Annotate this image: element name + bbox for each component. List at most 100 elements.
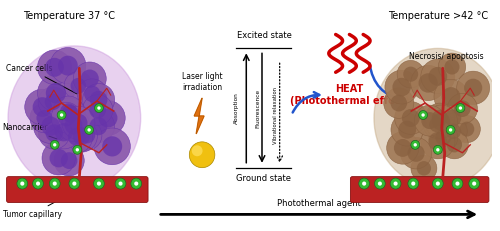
Circle shape — [72, 182, 76, 186]
Circle shape — [90, 91, 108, 109]
FancyBboxPatch shape — [350, 177, 489, 203]
Circle shape — [50, 149, 68, 167]
Text: Excited state: Excited state — [236, 31, 292, 40]
Circle shape — [436, 129, 451, 146]
Circle shape — [46, 124, 63, 142]
Circle shape — [362, 182, 366, 186]
Circle shape — [400, 137, 432, 169]
Circle shape — [20, 182, 24, 186]
Circle shape — [448, 93, 478, 124]
Circle shape — [17, 178, 28, 189]
Circle shape — [34, 109, 68, 143]
Circle shape — [70, 114, 87, 132]
Circle shape — [46, 83, 66, 103]
Circle shape — [60, 103, 78, 121]
Circle shape — [91, 100, 125, 135]
Circle shape — [38, 75, 74, 112]
Circle shape — [384, 88, 414, 118]
Circle shape — [70, 78, 86, 94]
Circle shape — [54, 145, 84, 176]
Circle shape — [425, 103, 454, 133]
Circle shape — [30, 103, 59, 133]
Circle shape — [414, 105, 445, 136]
Text: Photothermal agent: Photothermal agent — [277, 199, 361, 208]
Circle shape — [24, 89, 60, 125]
Circle shape — [64, 71, 92, 100]
Circle shape — [374, 178, 386, 189]
Circle shape — [422, 112, 438, 129]
Text: Temperature >42 °C: Temperature >42 °C — [388, 11, 488, 21]
Text: Cancer cells: Cancer cells — [6, 64, 77, 94]
Circle shape — [428, 132, 447, 151]
Ellipse shape — [8, 46, 140, 190]
Circle shape — [402, 109, 419, 127]
Circle shape — [428, 67, 447, 86]
Circle shape — [74, 62, 106, 95]
Circle shape — [394, 182, 398, 186]
Circle shape — [54, 98, 86, 129]
Circle shape — [51, 102, 82, 133]
Circle shape — [88, 128, 91, 132]
Circle shape — [98, 108, 117, 128]
Circle shape — [418, 73, 438, 93]
Circle shape — [82, 110, 114, 143]
Text: Ground state: Ground state — [236, 174, 292, 183]
Circle shape — [52, 182, 57, 186]
Circle shape — [394, 102, 427, 134]
Circle shape — [442, 87, 460, 106]
Text: Tumor capillary: Tumor capillary — [2, 193, 72, 219]
Ellipse shape — [374, 49, 500, 188]
Circle shape — [432, 178, 443, 189]
Polygon shape — [194, 98, 204, 134]
Circle shape — [58, 109, 74, 126]
Circle shape — [456, 71, 490, 105]
Circle shape — [82, 84, 114, 116]
Circle shape — [469, 178, 480, 189]
Circle shape — [54, 123, 73, 141]
Circle shape — [391, 113, 424, 146]
Circle shape — [422, 113, 425, 117]
Text: Absorption: Absorption — [234, 92, 239, 124]
Circle shape — [411, 155, 437, 181]
Circle shape — [432, 112, 450, 131]
Circle shape — [48, 116, 80, 149]
Circle shape — [456, 182, 460, 186]
Circle shape — [390, 95, 407, 112]
Circle shape — [82, 95, 113, 125]
Circle shape — [73, 145, 82, 154]
Circle shape — [80, 70, 99, 88]
Circle shape — [68, 128, 86, 146]
Circle shape — [411, 182, 416, 186]
FancyBboxPatch shape — [6, 177, 148, 203]
Circle shape — [440, 117, 468, 145]
Circle shape — [62, 105, 78, 122]
Text: Necrosis/ apoptosis: Necrosis/ apoptosis — [410, 52, 484, 61]
Circle shape — [434, 145, 442, 154]
Text: Temperature 37 °C: Temperature 37 °C — [24, 11, 116, 21]
Circle shape — [60, 121, 92, 153]
Circle shape — [79, 127, 96, 143]
Circle shape — [72, 120, 102, 150]
Circle shape — [58, 56, 78, 76]
Text: Fluorescence: Fluorescence — [256, 88, 260, 128]
Circle shape — [454, 100, 470, 117]
Circle shape — [53, 96, 84, 128]
Circle shape — [386, 132, 419, 164]
Circle shape — [38, 117, 70, 149]
Circle shape — [32, 178, 44, 189]
Circle shape — [438, 103, 468, 133]
Circle shape — [102, 136, 122, 156]
Circle shape — [444, 59, 460, 75]
Circle shape — [97, 182, 101, 186]
Circle shape — [452, 178, 463, 189]
Circle shape — [446, 125, 455, 134]
Circle shape — [392, 78, 411, 96]
Circle shape — [438, 53, 466, 81]
Circle shape — [64, 116, 82, 134]
Circle shape — [378, 182, 382, 186]
Circle shape — [432, 110, 448, 126]
Circle shape — [459, 106, 462, 110]
Circle shape — [76, 148, 79, 152]
Circle shape — [36, 182, 40, 186]
Circle shape — [41, 117, 60, 136]
